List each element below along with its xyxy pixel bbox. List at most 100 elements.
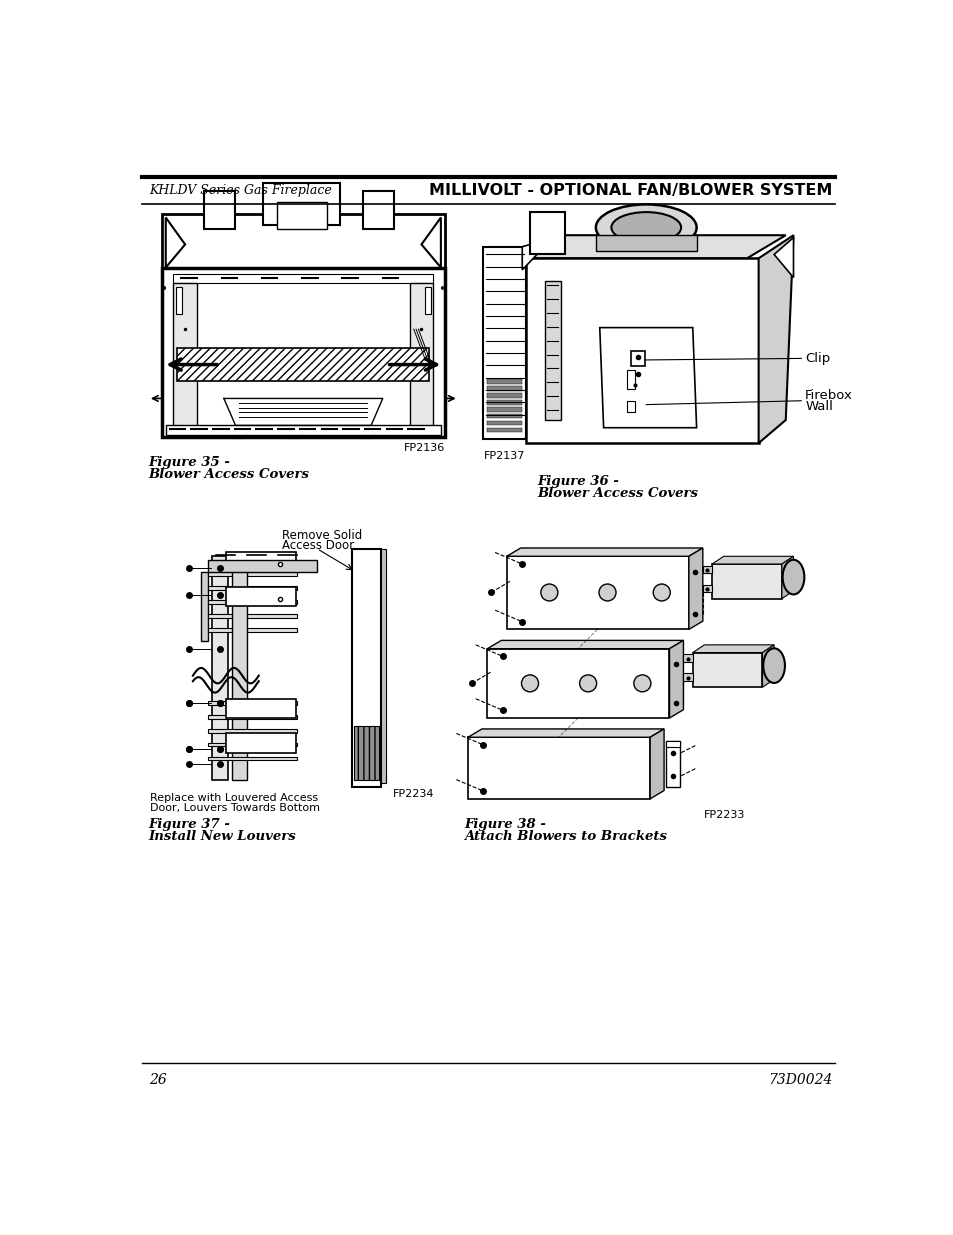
Bar [692, 652, 761, 687]
Bar [424, 287, 431, 314]
Text: Clip: Clip [804, 352, 829, 364]
Bar [381, 548, 385, 783]
Polygon shape [758, 235, 793, 443]
Polygon shape [166, 217, 185, 268]
Text: Figure 38 -: Figure 38 - [464, 818, 545, 831]
Polygon shape [649, 729, 663, 799]
Polygon shape [688, 548, 702, 630]
Text: FP2233: FP2233 [703, 810, 745, 820]
Text: Figure 35 -: Figure 35 - [149, 456, 231, 469]
Bar [173, 274, 433, 283]
Ellipse shape [596, 205, 696, 251]
Text: FP2136: FP2136 [403, 443, 444, 453]
Bar [626, 370, 634, 389]
Bar [359, 430, 371, 438]
Bar [665, 741, 679, 747]
Bar [226, 699, 295, 718]
Text: Replace with Louvered Access: Replace with Louvered Access [150, 793, 318, 804]
Polygon shape [506, 548, 702, 556]
Bar [487, 393, 521, 398]
Bar [204, 190, 235, 228]
Text: Access Door: Access Door [282, 540, 354, 552]
Polygon shape [208, 701, 297, 705]
Polygon shape [761, 645, 773, 687]
Bar [166, 425, 440, 435]
Bar [483, 247, 525, 440]
Polygon shape [599, 327, 696, 427]
Bar [665, 741, 679, 787]
Polygon shape [521, 237, 553, 270]
Text: Wall: Wall [804, 400, 832, 414]
Bar [682, 673, 692, 680]
Bar [682, 655, 692, 662]
Bar [711, 564, 781, 599]
Polygon shape [669, 641, 682, 718]
Text: Blower Access Covers: Blower Access Covers [537, 487, 698, 500]
Bar [175, 287, 182, 314]
Bar [162, 268, 444, 437]
Ellipse shape [521, 674, 537, 692]
Text: Door, Louvers Towards Bottom: Door, Louvers Towards Bottom [150, 804, 320, 814]
Polygon shape [208, 573, 297, 577]
Bar [506, 556, 688, 630]
Text: KHLDV Series Gas Fireplace: KHLDV Series Gas Fireplace [149, 184, 331, 198]
Bar [226, 552, 295, 572]
Polygon shape [208, 715, 297, 719]
Text: 73D0024: 73D0024 [767, 1073, 831, 1087]
Bar [626, 401, 634, 412]
Bar [468, 737, 649, 799]
Ellipse shape [540, 584, 558, 601]
Text: Blower Access Covers: Blower Access Covers [149, 468, 310, 480]
Text: FP2137: FP2137 [483, 451, 524, 461]
Polygon shape [487, 641, 682, 648]
Polygon shape [208, 614, 297, 618]
Ellipse shape [762, 648, 784, 683]
Bar [262, 183, 340, 225]
Bar [276, 203, 327, 228]
Bar [487, 387, 521, 390]
Bar [487, 648, 669, 718]
Polygon shape [525, 235, 785, 258]
Bar [287, 430, 298, 438]
Bar [487, 414, 521, 419]
Bar [177, 348, 429, 380]
Text: MILLIVOLT - OPTIONAL FAN/BLOWER SYSTEM: MILLIVOLT - OPTIONAL FAN/BLOWER SYSTEM [429, 183, 831, 198]
Polygon shape [208, 587, 297, 590]
Bar [226, 734, 295, 752]
Ellipse shape [579, 674, 596, 692]
Bar [525, 258, 758, 443]
Polygon shape [208, 742, 297, 746]
Ellipse shape [781, 559, 803, 594]
Text: Remove Solid: Remove Solid [282, 530, 362, 542]
Bar [530, 212, 564, 254]
Bar [232, 556, 247, 779]
Ellipse shape [611, 212, 680, 243]
Polygon shape [208, 757, 297, 761]
Bar [226, 587, 295, 606]
Bar [702, 566, 711, 573]
Bar [487, 400, 521, 405]
Bar [352, 548, 381, 787]
Polygon shape [421, 217, 440, 268]
Polygon shape [773, 237, 793, 278]
Bar [410, 283, 433, 433]
Polygon shape [208, 627, 297, 632]
Polygon shape [692, 645, 773, 652]
Bar [208, 561, 316, 572]
Bar [487, 421, 521, 425]
Polygon shape [468, 729, 663, 737]
Polygon shape [711, 556, 793, 564]
Bar [363, 190, 394, 228]
Bar [630, 351, 644, 366]
Bar [487, 427, 521, 432]
Ellipse shape [598, 584, 616, 601]
Text: Figure 37 -: Figure 37 - [149, 818, 231, 831]
Bar [487, 379, 521, 384]
Text: Attach Blowers to Brackets: Attach Blowers to Brackets [464, 830, 666, 842]
Bar [232, 430, 243, 438]
Text: Firebox: Firebox [804, 389, 852, 401]
Bar [354, 726, 378, 779]
Bar [212, 556, 228, 779]
Bar [173, 283, 196, 433]
Text: 26: 26 [149, 1073, 166, 1087]
